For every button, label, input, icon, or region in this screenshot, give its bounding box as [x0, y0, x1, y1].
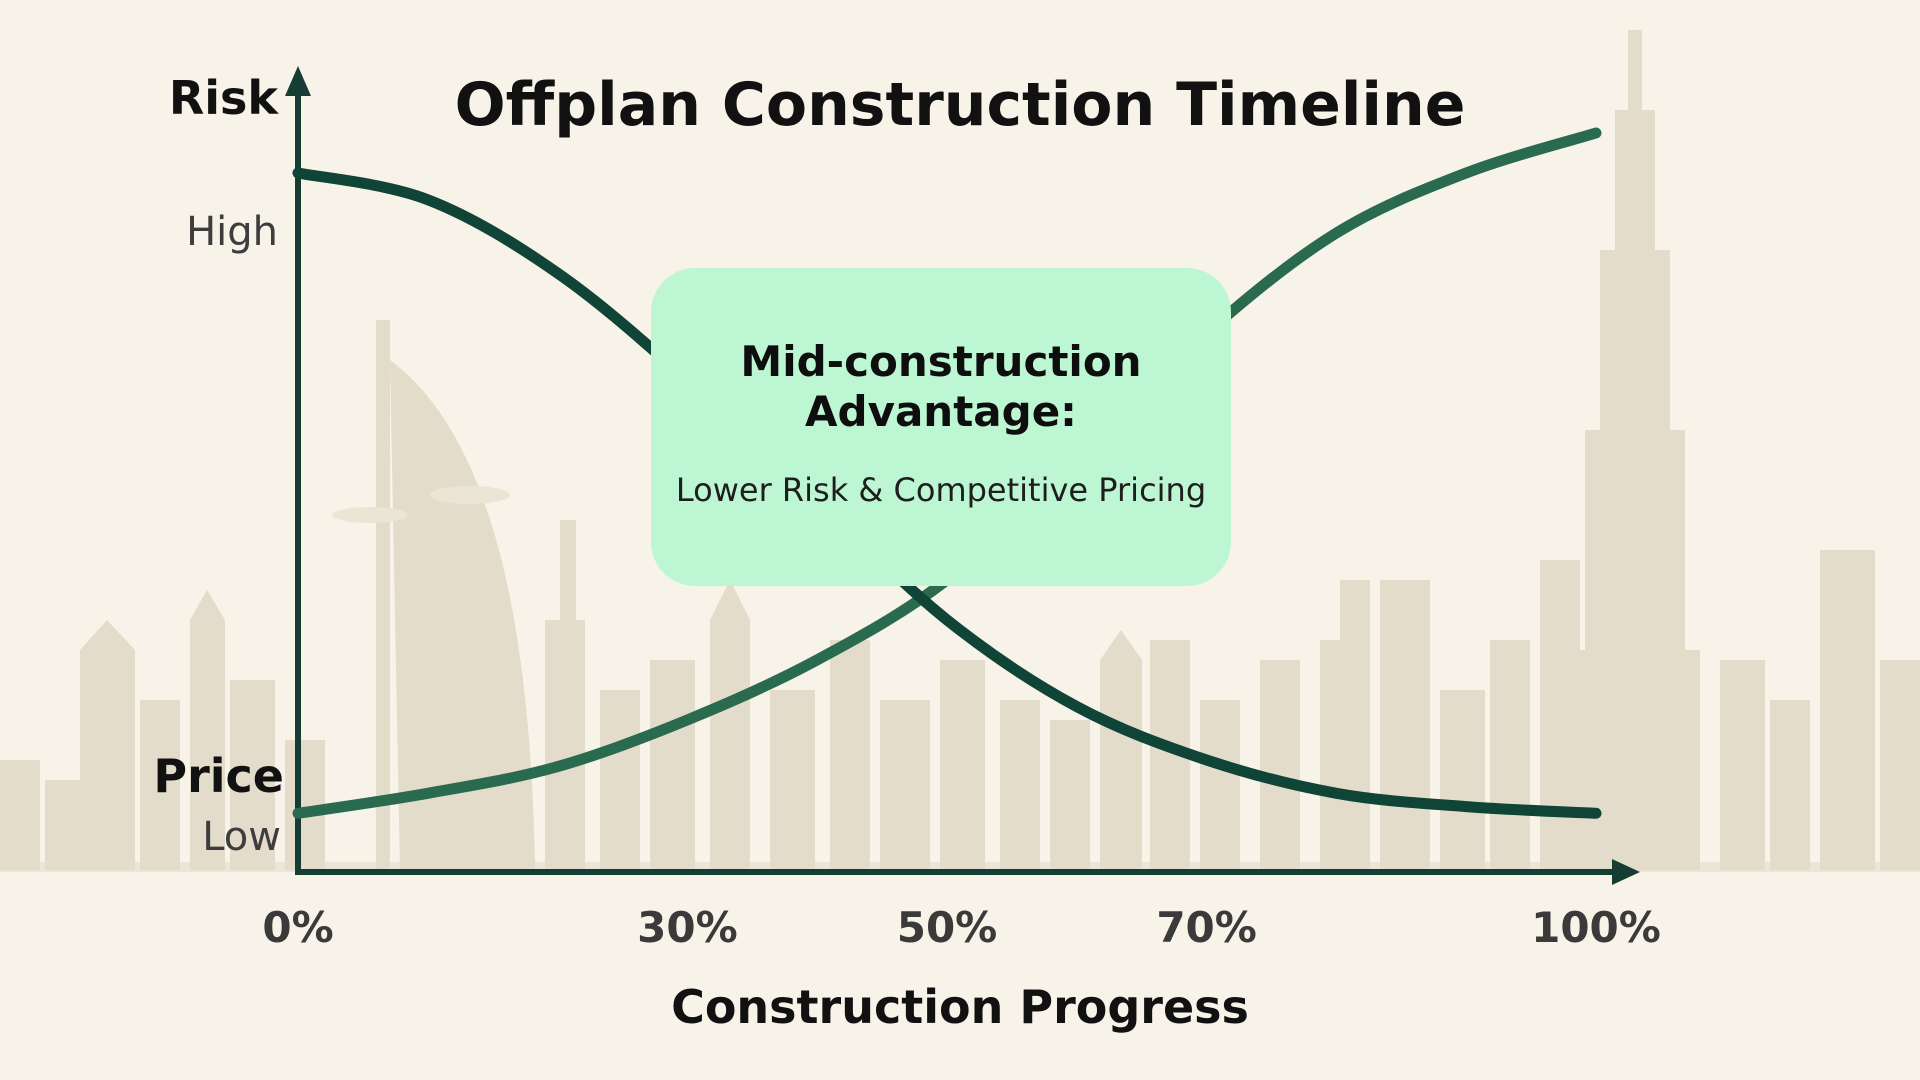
chart-title: Offplan Construction Timeline: [455, 70, 1466, 140]
y-axis-arrow: [285, 66, 311, 96]
x-axis-arrow: [1612, 859, 1640, 885]
risk-curve: [292, 167, 1602, 819]
level-high-label: High: [186, 209, 278, 255]
level-low-label: Low: [202, 814, 281, 860]
x-tick-label: 30%: [637, 903, 738, 952]
callout-title: Mid-construction Advantage:: [740, 337, 1142, 436]
axes: [285, 66, 1640, 885]
x-tick-label: 50%: [897, 903, 998, 952]
x-tick-label: 70%: [1156, 903, 1257, 952]
callout-text: Lower Risk & Competitive Pricing: [675, 471, 1207, 509]
risk-axis-label: Risk: [169, 71, 280, 125]
annotation-callout: Mid-construction Advantage: Lower Risk &…: [651, 268, 1231, 586]
x-tick-label: 0%: [262, 903, 333, 952]
price-axis-label: Price: [153, 749, 284, 803]
x-tick-label: 100%: [1531, 903, 1661, 952]
x-axis-title: Construction Progress: [671, 980, 1249, 1034]
x-tick-labels: 0% 30% 50% 70% 100%: [262, 903, 1661, 952]
